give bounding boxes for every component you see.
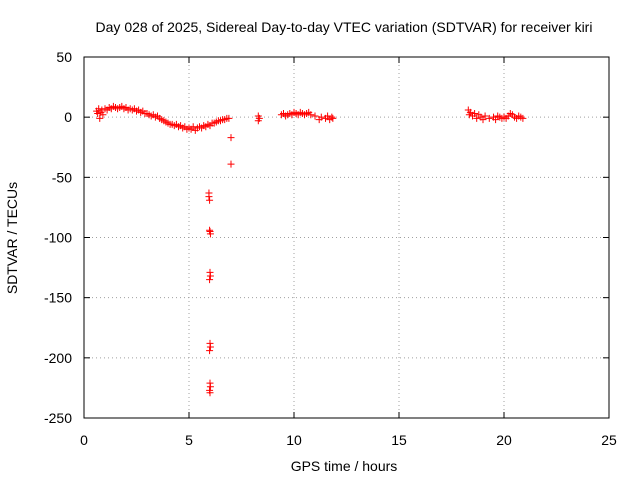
data-point — [311, 112, 319, 120]
data-point — [485, 114, 493, 122]
data-point — [324, 112, 332, 120]
y-tick-label: -200 — [44, 350, 72, 366]
data-point — [99, 111, 107, 119]
x-tick-label: 25 — [601, 432, 617, 448]
tick-labels: 0 5 10 15 20 25 50 0 -50 -100 -150 -200 -250 — [44, 49, 617, 448]
data-point — [206, 276, 214, 284]
chart-title: Day 028 of 2025, Sidereal Day-to-day VTE… — [96, 19, 593, 35]
data-point — [473, 114, 481, 122]
data-point — [492, 116, 500, 124]
data-point — [94, 110, 102, 118]
data-point — [95, 105, 103, 113]
x-tick-label: 10 — [286, 432, 302, 448]
data-point — [328, 113, 336, 121]
grid — [84, 57, 609, 418]
data-point — [206, 383, 214, 391]
x-axis-label: GPS time / hours — [291, 458, 398, 474]
data-point — [206, 226, 214, 234]
data-point — [307, 111, 315, 119]
data-point — [466, 108, 474, 116]
y-axis-label: SDTVAR / TECUs — [4, 182, 20, 294]
y-tick-label: 0 — [64, 109, 72, 125]
x-tick-label: 20 — [496, 432, 512, 448]
data-point — [227, 134, 235, 142]
x-tick-label: 0 — [80, 432, 88, 448]
axes — [83, 56, 610, 419]
data-series — [93, 102, 527, 397]
y-tick-label: 50 — [56, 49, 72, 65]
data-point — [206, 230, 214, 238]
x-tick-label: 15 — [391, 432, 407, 448]
data-point — [206, 272, 214, 280]
data-point — [481, 112, 489, 120]
data-point — [479, 116, 487, 124]
data-point — [206, 389, 214, 397]
data-point — [189, 123, 197, 131]
data-point — [206, 347, 214, 355]
data-point — [96, 114, 104, 122]
data-point — [471, 110, 479, 118]
data-point — [206, 196, 214, 204]
x-tick-label: 5 — [185, 432, 193, 448]
y-tick-label: -50 — [52, 169, 72, 185]
y-tick-label: -100 — [44, 230, 72, 246]
y-tick-label: -150 — [44, 290, 72, 306]
data-point — [205, 193, 213, 201]
data-point — [255, 114, 263, 122]
data-point — [206, 343, 214, 351]
plot-frame — [83, 56, 610, 419]
data-point — [225, 114, 233, 122]
data-point — [519, 114, 527, 122]
y-tick-label: -250 — [44, 410, 72, 426]
data-point — [329, 114, 337, 122]
data-point — [227, 160, 235, 168]
data-point — [317, 113, 325, 121]
